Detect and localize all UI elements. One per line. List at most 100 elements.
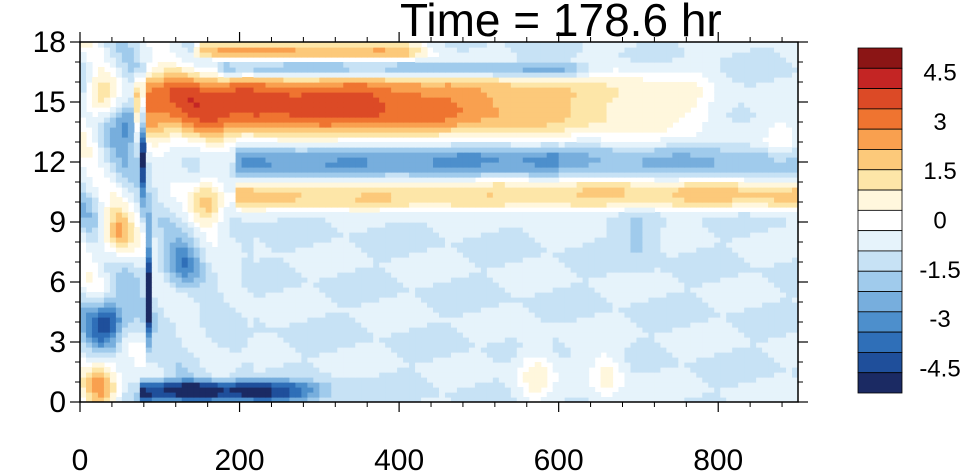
heat-cell: [708, 262, 715, 268]
heat-cell: [534, 252, 542, 258]
heat-cell: [85, 387, 93, 393]
heat-cell: [361, 222, 368, 228]
heat-cell: [786, 347, 793, 353]
heat-cell: [235, 212, 243, 218]
heat-cell: [474, 237, 482, 243]
heat-cell: [187, 192, 195, 198]
heat-cell: [450, 287, 458, 293]
heat-cell: [307, 287, 314, 293]
heat-cell: [678, 337, 685, 343]
heat-cell: [301, 272, 308, 278]
heat-cell: [570, 237, 578, 243]
heat-cell: [630, 217, 638, 223]
heat-cell: [510, 297, 518, 303]
heat-cell: [391, 382, 398, 388]
heat-cell: [636, 182, 644, 188]
heat-cell: [498, 202, 506, 208]
heat-cell: [157, 317, 165, 323]
heat-cell: [474, 192, 482, 198]
heat-cell: [666, 192, 673, 198]
heat-cell: [247, 232, 255, 238]
heat-cell: [576, 347, 584, 353]
heat-cell: [678, 247, 685, 253]
heat-cell: [606, 222, 614, 228]
heat-cell: [373, 347, 380, 353]
heat-cell: [528, 372, 536, 378]
heat-cell: [301, 362, 308, 368]
heat-cell: [241, 307, 249, 313]
heat-cell: [612, 202, 620, 208]
heat-cell: [421, 302, 428, 308]
heat-cell: [337, 287, 344, 293]
heat-cell: [684, 327, 691, 333]
heat-cell: [786, 187, 793, 193]
heat-cell: [660, 292, 667, 298]
heat-cell: [133, 387, 141, 393]
heat-cell: [307, 307, 314, 313]
heat-cell: [121, 257, 129, 263]
heat-cell: [606, 277, 614, 283]
heat-cell: [606, 292, 614, 298]
heat-cell: [528, 382, 536, 388]
heat-cell: [570, 392, 578, 398]
heat-cell: [145, 267, 153, 273]
heat-cell: [684, 222, 691, 228]
heat-cell: [235, 242, 243, 248]
heat-cell: [397, 367, 404, 373]
heat-cell: [199, 377, 207, 383]
heat-cell: [385, 352, 392, 358]
heat-cell: [265, 182, 273, 188]
heat-cell: [127, 387, 135, 393]
heat-cell: [289, 367, 296, 373]
heat-cell: [576, 362, 584, 368]
heat-cell: [181, 217, 189, 223]
heat-cell: [439, 182, 446, 188]
heat-cell: [528, 217, 536, 223]
heat-cell: [253, 382, 261, 388]
heat-cell: [468, 197, 476, 203]
heat-cell: [708, 352, 715, 358]
heat-cell: [558, 362, 566, 368]
heat-cell: [450, 347, 458, 353]
heat-cell: [690, 362, 697, 368]
heat-cell: [205, 207, 213, 213]
heat-cell: [732, 372, 739, 378]
heat-cell: [391, 182, 398, 188]
heat-cell: [253, 247, 261, 253]
heat-cell: [510, 272, 518, 278]
heat-cell: [379, 262, 386, 268]
heat-cell: [762, 332, 769, 338]
heat-cell: [684, 212, 691, 218]
heat-cell: [792, 247, 798, 253]
heat-cell: [211, 187, 219, 193]
heat-cell: [115, 302, 123, 308]
heat-cell: [600, 222, 608, 228]
heat-cell: [678, 317, 685, 323]
heat-cell: [762, 392, 769, 398]
heat-cell: [444, 342, 452, 348]
heat-cell: [450, 187, 458, 193]
heat-cell: [462, 382, 470, 388]
heat-cell: [85, 347, 93, 353]
heat-cell: [522, 342, 530, 348]
heat-cell: [325, 397, 332, 402]
heat-cell: [379, 227, 386, 233]
heat-cell: [289, 312, 296, 318]
heat-cell: [133, 367, 141, 373]
heat-cell: [648, 352, 655, 358]
heat-cell: [780, 262, 787, 268]
heat-cell: [205, 342, 213, 348]
heat-cell: [121, 322, 129, 328]
heat-cell: [373, 202, 380, 208]
heat-cell: [433, 362, 440, 368]
heat-cell: [283, 382, 291, 388]
heat-cell: [504, 302, 512, 308]
heat-cell: [235, 202, 243, 208]
heat-cell: [684, 362, 691, 368]
heat-cell: [397, 192, 404, 198]
heat-cell: [516, 287, 524, 293]
heat-cell: [552, 317, 560, 323]
heat-cell: [738, 197, 745, 203]
heat-cell: [193, 337, 201, 343]
heat-cell: [654, 352, 661, 358]
